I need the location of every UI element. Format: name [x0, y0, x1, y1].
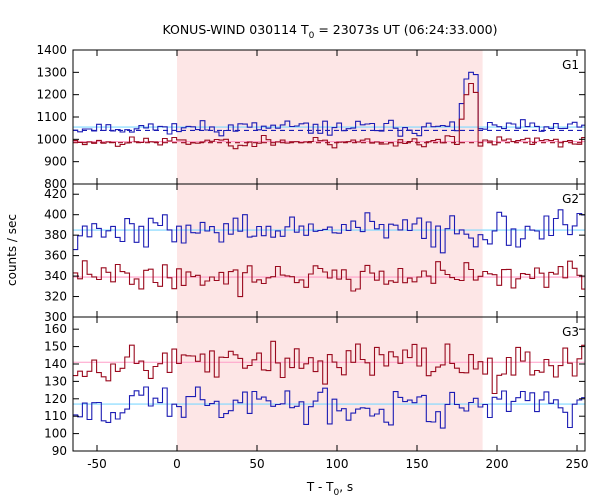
panel-label-g1: G1 [562, 58, 579, 72]
series-g2-0 [73, 209, 585, 254]
shaded-interval-layer [177, 50, 483, 451]
y-tick-label: 110 [44, 409, 67, 423]
series-g3-1 [73, 386, 585, 429]
panel-g3 [73, 340, 585, 429]
x-tick-label: 200 [486, 457, 509, 471]
y-tick-label: 300 [44, 310, 67, 324]
y-tick-label: 380 [44, 228, 67, 242]
x-tick-label: 100 [326, 457, 349, 471]
y-tick-label: 1300 [36, 65, 67, 79]
panel-frame-g3 [72, 316, 586, 452]
panels-layer [73, 71, 585, 429]
axes-layer: 80090010001100120013001400G1300320340360… [36, 43, 588, 471]
panel-label-g2: G2 [562, 192, 579, 206]
x-tick-label: 0 [173, 457, 181, 471]
y-tick-label: 1100 [36, 110, 67, 124]
y-tick-label: 900 [44, 155, 67, 169]
x-tick-label: -50 [87, 457, 107, 471]
y-tick-label: 150 [44, 340, 67, 354]
y-tick-label: 1000 [36, 132, 67, 146]
y-tick-label: 400 [44, 208, 67, 222]
panel-g2 [73, 209, 585, 298]
x-tick-label: 150 [406, 457, 429, 471]
y-tick-label: 90 [52, 444, 67, 458]
chart-title: KONUS-WIND 030114 T0 = 23073s UT (06:24:… [162, 22, 497, 41]
series-g1-1 [73, 82, 585, 150]
y-axis-label: counts / sec [5, 214, 19, 286]
y-tick-label: 140 [44, 357, 67, 371]
panel-label-g3: G3 [562, 325, 579, 339]
y-tick-label: 1400 [36, 43, 67, 57]
y-tick-label: 800 [44, 177, 67, 191]
y-tick-label: 100 [44, 427, 67, 441]
y-tick-label: 320 [44, 290, 67, 304]
y-tick-label: 120 [44, 392, 67, 406]
panel-g1 [73, 71, 585, 150]
y-tick-label: 130 [44, 374, 67, 388]
x-tick-label: 50 [249, 457, 264, 471]
y-tick-label: 420 [44, 187, 67, 201]
series-g2-1 [73, 260, 585, 298]
series-g1-0 [73, 71, 585, 137]
y-tick-label: 1200 [36, 88, 67, 102]
series-g3-0 [73, 340, 585, 395]
y-tick-label: 340 [44, 269, 67, 283]
x-tick-label: 250 [566, 457, 589, 471]
x-axis-label: T - T0, s [306, 480, 353, 498]
shaded-interval [177, 50, 483, 451]
y-tick-label: 160 [44, 322, 67, 336]
y-tick-label: 360 [44, 249, 67, 263]
